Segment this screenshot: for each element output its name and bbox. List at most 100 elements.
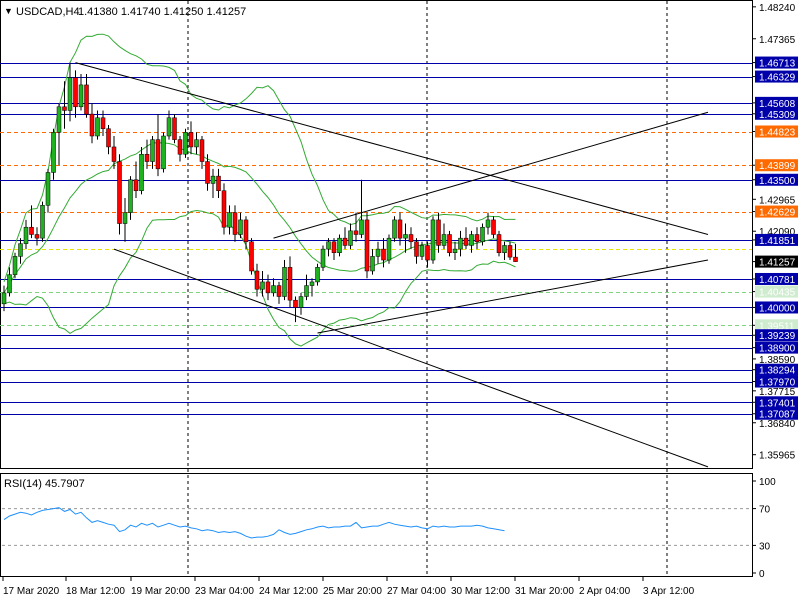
candle-body [326,241,331,250]
candle [364,212,370,279]
candle-body [348,230,353,246]
time-label: 27 Mar 04:00 [387,586,446,597]
price-label-box [755,70,798,83]
candle [474,227,480,250]
candle [199,135,205,169]
candle-body [144,153,150,162]
price-label: 1.38900 [759,344,796,355]
candle-body [271,285,276,294]
candle [392,216,397,242]
price-label: 1.39511 [759,321,795,332]
bollinger-bands [3,33,516,347]
price-label: 1.41257 [759,258,796,269]
candle [315,263,320,286]
candle-body [309,281,315,286]
candle-body [155,139,161,170]
price-label-box [755,159,798,172]
candle-body [205,161,210,184]
candle [177,135,183,162]
time-label: 18 Mar 12:00 [66,586,125,597]
time-label: 19 Mar 20:00 [131,586,190,597]
candle-body [117,161,122,224]
candle [23,219,29,250]
candle [386,234,392,264]
candle [62,81,67,129]
candle-body [51,132,56,173]
time-label: 2 Apr 04:00 [579,586,631,597]
price-label: 1.45608 [759,99,796,110]
candle [249,238,254,275]
price-label: 1.46329 [759,73,796,84]
candle-body [95,117,100,137]
price-label: 1.39239 [759,331,796,342]
candle [144,139,150,169]
candle-body [304,285,309,297]
candle-body [216,175,221,191]
candle [183,128,188,158]
candle-body [287,267,293,301]
price-label: 1.42965 [759,195,796,206]
candle [414,238,419,264]
candle-body [381,248,386,261]
candle-body [430,219,436,261]
candle-body [337,237,342,253]
candle [502,241,507,261]
candle [353,212,359,242]
candle-body [463,237,469,246]
candle-body [194,139,199,148]
candle-body [232,212,238,235]
candle [29,205,34,239]
candle-body [12,256,18,275]
price-label: 1.40435 [759,288,796,299]
candle-body [183,132,188,155]
candle [447,230,452,257]
candle-body [513,256,518,262]
candle-body [62,106,67,111]
candle-body [441,234,447,246]
candle [216,168,221,199]
time-label: 25 Mar 20:00 [323,586,382,597]
candle [78,73,84,111]
candle-body [298,296,304,308]
candle-body [40,205,45,239]
candle [331,238,337,261]
candle-body [133,179,139,191]
candle-body [320,248,326,268]
candle [128,176,133,220]
candle [496,230,502,257]
candle [375,241,381,264]
candle-body [89,113,95,137]
candle [381,238,386,268]
candle [232,205,238,242]
price-label-box [755,363,798,376]
candle [370,249,375,275]
candle-body [436,219,441,246]
candle [133,161,139,199]
candle-body [491,219,496,235]
candle-body [447,234,452,253]
header-marker[interactable]: ▼ [4,6,13,16]
candle-body [414,241,419,257]
price-label: 1.48240 [759,3,796,14]
ohlc-readout: 1.41380 1.41740 1.41250 1.41257 [78,6,246,18]
candle-body [210,175,216,184]
price-label: 1.47365 [759,35,796,46]
candle-body [386,237,392,261]
price-label: 1.36840 [759,419,796,430]
candle-body [199,139,205,162]
price-label-box [755,407,798,420]
candle-body [67,77,73,111]
price-label: 1.40000 [759,303,796,314]
candle-body [56,106,62,133]
rsi-tick-label: 0 [759,569,765,580]
price-label-box [755,319,798,332]
candle-body [397,219,403,239]
candle-body [359,219,364,235]
candle [260,270,265,297]
candle-body [315,267,320,283]
candle [150,135,155,169]
candle [166,110,172,140]
time-label: 3 Apr 12:00 [643,586,695,597]
price-label-box [755,255,798,268]
